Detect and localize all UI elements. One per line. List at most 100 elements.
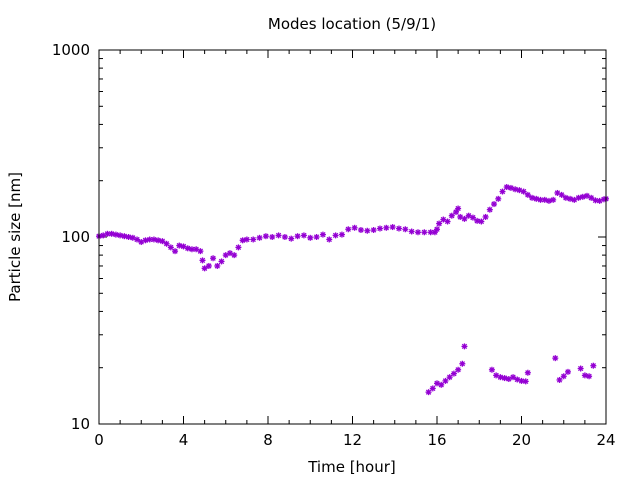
data-point	[448, 212, 455, 219]
data-point	[243, 236, 250, 243]
data-point	[444, 218, 451, 225]
y-tick-label: 100	[61, 228, 90, 246]
data-point	[520, 188, 527, 195]
data-point	[364, 227, 371, 234]
data-point	[499, 188, 506, 195]
data-point	[326, 236, 333, 243]
data-point	[575, 194, 582, 201]
data-point	[307, 234, 314, 241]
x-tick-label: 12	[343, 431, 362, 449]
data-point	[281, 234, 288, 240]
data-point	[205, 262, 212, 269]
data-point	[495, 195, 502, 202]
data-point	[461, 343, 468, 350]
data-point	[501, 375, 508, 382]
data-point	[488, 366, 495, 373]
data-point	[357, 227, 364, 234]
x-tick-label: 20	[512, 431, 531, 449]
data-point	[288, 235, 295, 242]
y-axis-label: Particle size [nm]	[6, 172, 24, 302]
data-point	[395, 225, 402, 232]
y-tick-label: 10	[71, 415, 90, 433]
data-point	[414, 229, 421, 236]
data-point	[134, 236, 141, 243]
data-point	[300, 232, 307, 239]
data-point	[558, 191, 565, 198]
data-point	[256, 234, 263, 241]
x-axis-label: Time [hour]	[307, 458, 396, 476]
data-point	[524, 191, 531, 198]
data-point	[201, 265, 208, 272]
data-point	[150, 236, 157, 243]
data-point	[184, 245, 191, 252]
data-point	[560, 373, 567, 380]
data-point	[482, 213, 489, 220]
data-point	[434, 226, 440, 233]
data-point	[408, 228, 415, 235]
data-point	[564, 368, 571, 375]
data-point	[469, 214, 476, 221]
data-point	[176, 242, 183, 249]
data-point	[167, 244, 174, 251]
data-point	[338, 231, 345, 238]
data-point	[450, 370, 457, 377]
data-point	[442, 377, 449, 384]
data-point	[491, 201, 498, 208]
data-point	[199, 257, 206, 264]
data-point	[112, 231, 119, 238]
x-tick-label: 16	[427, 431, 446, 449]
chart-title: Modes location (5/9/1)	[268, 15, 436, 33]
data-point	[455, 205, 462, 212]
data-point	[425, 389, 432, 396]
data-point	[556, 376, 563, 383]
data-point	[332, 232, 339, 239]
data-point	[231, 252, 238, 259]
data-point	[567, 195, 574, 202]
plot-frame	[98, 49, 607, 425]
data-point	[214, 262, 221, 269]
data-point	[545, 197, 552, 204]
data-point	[529, 194, 536, 201]
data-point	[351, 224, 358, 231]
data-point	[269, 234, 276, 240]
x-tick-label: 24	[596, 431, 615, 449]
data-point	[108, 230, 115, 237]
data-point	[550, 196, 557, 203]
data-point	[389, 224, 396, 231]
data-point	[478, 218, 485, 225]
data-point	[197, 248, 204, 255]
data-point	[577, 365, 584, 372]
data-point	[579, 193, 586, 200]
data-point	[581, 372, 588, 379]
data-point	[541, 196, 548, 203]
data-point	[586, 373, 593, 380]
data-point	[421, 229, 428, 236]
data-point	[486, 206, 493, 213]
data-point	[552, 355, 559, 362]
data-point	[313, 234, 320, 240]
data-point	[436, 220, 443, 227]
data-point	[125, 234, 132, 240]
data-point	[370, 227, 377, 234]
data-point	[275, 232, 282, 239]
data-point	[294, 233, 301, 240]
data-point	[262, 233, 269, 240]
data-point	[159, 238, 166, 245]
data-point	[512, 186, 519, 193]
data-point	[210, 255, 217, 262]
data-point	[402, 226, 409, 233]
data-point	[455, 366, 462, 373]
data-point	[459, 360, 466, 367]
data-point	[446, 374, 453, 381]
data-point	[522, 378, 529, 385]
data-point	[172, 248, 179, 255]
data-point	[250, 236, 257, 243]
data-point	[524, 369, 531, 376]
data-point	[121, 233, 128, 240]
data-points	[96, 184, 609, 396]
y-tick-label: 1000	[52, 41, 90, 59]
x-tick-label: 4	[179, 431, 189, 449]
data-point	[562, 194, 569, 201]
data-point	[429, 385, 436, 392]
data-point	[319, 231, 326, 238]
